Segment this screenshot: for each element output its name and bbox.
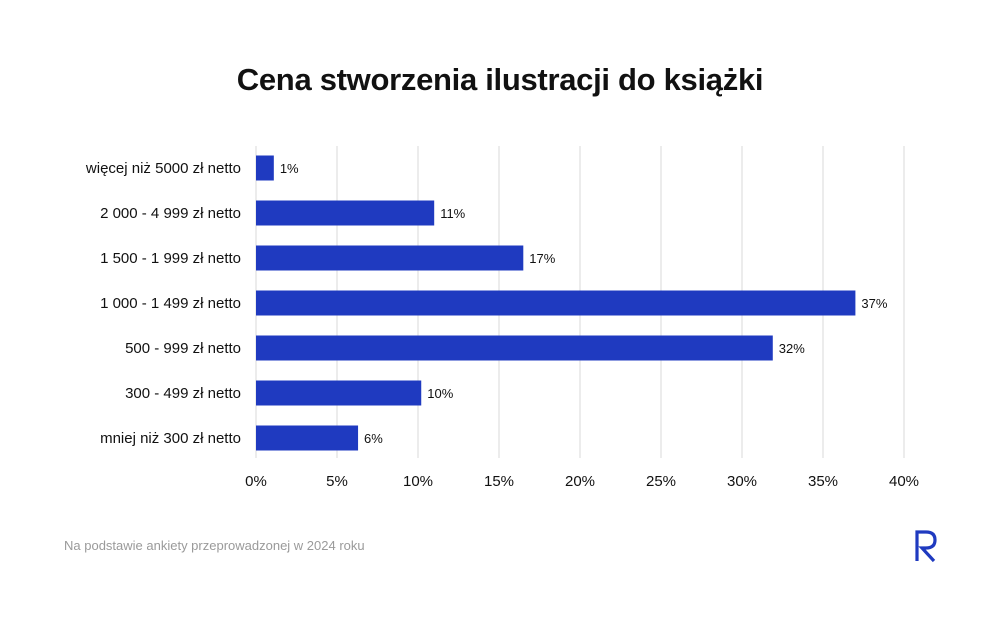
x-tick-label: 5%	[326, 473, 348, 490]
bar	[256, 245, 524, 271]
bar	[256, 290, 856, 316]
bar	[256, 335, 773, 361]
x-tick-label: 40%	[889, 473, 919, 490]
data-label: 17%	[529, 251, 555, 266]
footnote: Na podstawie ankiety przeprowadzonej w 2…	[64, 538, 365, 553]
category-label: 300 - 499 zł netto	[125, 385, 241, 402]
x-tick-label: 15%	[484, 473, 514, 490]
category-label: więcej niż 5000 zł netto	[85, 160, 241, 177]
bar	[256, 380, 422, 406]
bar	[256, 425, 359, 451]
x-tick-label: 0%	[245, 473, 267, 490]
chart-title: Cena stworzenia ilustracji do książki	[236, 62, 764, 97]
category-label: 1 000 - 1 499 zł netto	[100, 295, 241, 312]
x-tick-label: 25%	[646, 473, 676, 490]
r-logo-icon	[915, 530, 937, 563]
category-label: mniej niż 300 zł netto	[100, 430, 241, 447]
x-tick-label: 30%	[727, 473, 757, 490]
category-label: 1 500 - 1 999 zł netto	[100, 250, 241, 267]
data-label: 1%	[280, 161, 299, 176]
x-tick-label: 20%	[565, 473, 595, 490]
x-tick-label: 10%	[403, 473, 433, 490]
data-label: 11%	[440, 206, 465, 221]
data-label: 6%	[364, 431, 383, 446]
x-tick-label: 35%	[808, 473, 838, 490]
data-label: 10%	[427, 386, 453, 401]
category-label: 500 - 999 zł netto	[125, 340, 241, 357]
bar	[256, 200, 435, 226]
data-label: 37%	[861, 296, 887, 311]
data-label: 32%	[779, 341, 805, 356]
category-label: 2 000 - 4 999 zł netto	[100, 205, 241, 222]
bar	[256, 155, 274, 181]
